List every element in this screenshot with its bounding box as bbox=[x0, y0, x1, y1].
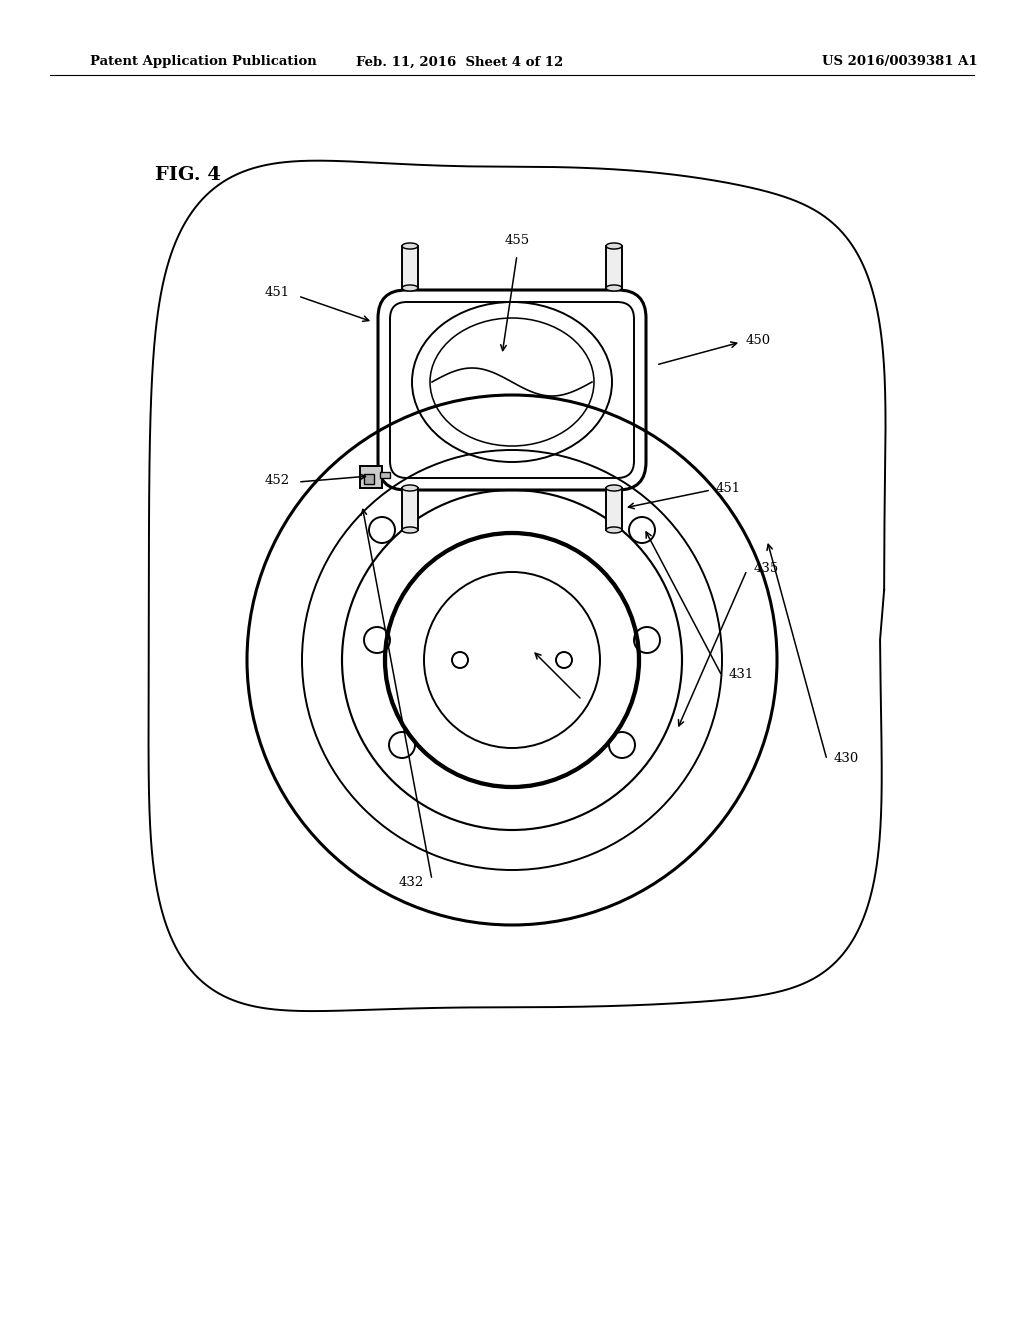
Text: 431: 431 bbox=[729, 668, 755, 681]
Ellipse shape bbox=[606, 243, 622, 249]
Ellipse shape bbox=[606, 484, 622, 491]
Text: 455: 455 bbox=[505, 234, 529, 247]
Bar bbox=[402, 488, 418, 531]
Text: FIG. 4: FIG. 4 bbox=[155, 166, 221, 183]
Text: 435: 435 bbox=[754, 561, 779, 574]
Bar bbox=[380, 473, 390, 478]
Text: US 2016/0039381 A1: US 2016/0039381 A1 bbox=[822, 55, 978, 69]
Text: 432: 432 bbox=[398, 876, 424, 890]
Bar bbox=[402, 246, 418, 288]
Text: 451: 451 bbox=[265, 286, 290, 300]
Ellipse shape bbox=[606, 527, 622, 533]
Text: Feb. 11, 2016  Sheet 4 of 12: Feb. 11, 2016 Sheet 4 of 12 bbox=[356, 55, 563, 69]
Bar bbox=[606, 488, 622, 531]
Ellipse shape bbox=[402, 285, 418, 290]
Bar bbox=[606, 246, 622, 288]
Bar bbox=[360, 466, 382, 488]
Ellipse shape bbox=[606, 285, 622, 290]
Text: 450: 450 bbox=[746, 334, 771, 346]
Text: 452: 452 bbox=[265, 474, 290, 487]
Text: 451: 451 bbox=[716, 482, 741, 495]
Text: Patent Application Publication: Patent Application Publication bbox=[90, 55, 316, 69]
Ellipse shape bbox=[402, 243, 418, 249]
Text: 430: 430 bbox=[834, 751, 859, 764]
Ellipse shape bbox=[402, 484, 418, 491]
Ellipse shape bbox=[402, 527, 418, 533]
Bar bbox=[364, 474, 374, 484]
